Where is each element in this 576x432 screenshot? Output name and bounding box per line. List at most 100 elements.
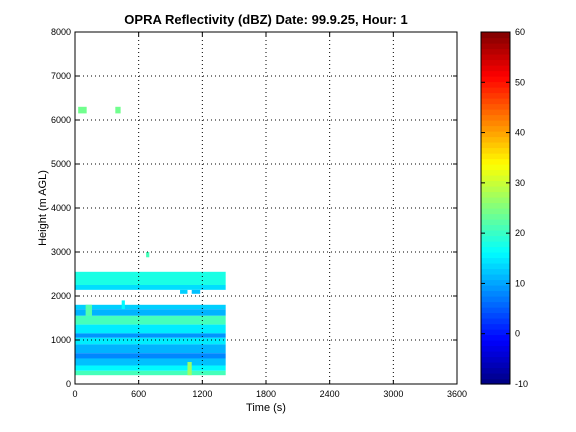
colorbar-segment: [481, 175, 510, 182]
colorbar-segment: [481, 252, 510, 259]
echo-cell-20: [187, 362, 192, 376]
echo-cell-11: [75, 333, 226, 338]
echo-cell-16: [75, 365, 226, 371]
colorbar-segment: [481, 202, 510, 209]
y-tick-label: 3000: [51, 247, 71, 257]
colorbar-segment: [481, 125, 510, 132]
colorbar-segment: [481, 373, 510, 380]
colorbar-segment: [481, 43, 510, 50]
colorbar-tick-label: 0: [515, 329, 520, 339]
colorbar-segment: [481, 98, 510, 105]
colorbar-segment: [481, 81, 510, 88]
colorbar-segment: [481, 197, 510, 204]
colorbar-segment: [481, 103, 510, 110]
colorbar-segment: [481, 307, 510, 314]
colorbar-segment: [481, 48, 510, 55]
y-tick-label: 5000: [51, 159, 71, 169]
colorbar-segment: [481, 230, 510, 237]
x-axis-label: Time (s): [246, 402, 286, 414]
colorbar-segment: [481, 329, 510, 336]
echo-cell-12: [75, 337, 226, 345]
colorbar-segment: [481, 219, 510, 226]
colorbar-segment: [481, 334, 510, 341]
colorbar-segment: [481, 87, 510, 94]
echo-cell-19: [121, 300, 125, 310]
y-tick-label: 2000: [51, 291, 71, 301]
colorbar-segment: [481, 186, 510, 193]
colorbar-tick-label: 50: [515, 77, 525, 87]
colorbar-segment: [481, 290, 510, 297]
colorbar-segment: [481, 268, 510, 275]
echo-cell-15: [75, 358, 226, 366]
colorbar-segment: [481, 263, 510, 270]
chart-title: OPRA Reflectivity (dBZ) Date: 99.9.25, H…: [124, 12, 407, 27]
plot-area: 0 600 1200 1800 2400 3000 3600 0 1000 2000 3000 40…: [51, 27, 467, 399]
colorbar-segment: [481, 257, 510, 264]
colorbar-segment: [481, 208, 510, 215]
colorbar-segment: [481, 37, 510, 44]
colorbar-segment: [481, 180, 510, 187]
x-tick-label: 1200: [192, 389, 212, 399]
colorbar-segment: [481, 296, 510, 303]
colorbar-tick-label: 10: [515, 278, 525, 288]
echo-cell-3: [75, 271, 226, 285]
colorbar-segment: [481, 274, 510, 281]
echo-cell-13: [75, 344, 226, 354]
x-tick-label: 0: [72, 389, 77, 399]
colorbar-segment: [481, 213, 510, 220]
colorbar-segment: [481, 323, 510, 330]
echo-cell-0: [78, 106, 87, 114]
x-tick-label: 3600: [447, 389, 467, 399]
colorbar-segment: [481, 153, 510, 160]
y-tick-label: 8000: [51, 27, 71, 37]
colorbar: -10 0 10 20 30 40 50 60: [480, 27, 528, 389]
echo-cell-18: [85, 304, 92, 316]
y-tick-label: 0: [66, 379, 71, 389]
echo-cell-10: [75, 324, 226, 334]
colorbar-tick-label: 20: [515, 228, 525, 238]
colorbar-segment: [481, 351, 510, 358]
colorbar-segment: [481, 32, 510, 39]
colorbar-segment: [481, 191, 510, 198]
echo-cell-17: [75, 370, 226, 376]
x-tick-label: 600: [131, 389, 146, 399]
colorbar-segment: [481, 246, 510, 253]
colorbar-segment: [481, 70, 510, 77]
x-tick-label: 3000: [383, 389, 403, 399]
colorbar-segment: [481, 109, 510, 116]
colorbar-segment: [481, 340, 510, 347]
colorbar-tick-label: 60: [515, 27, 525, 37]
colorbar-segment: [481, 169, 510, 176]
colorbar-segment: [481, 378, 510, 385]
echo-cell-2: [146, 252, 150, 258]
colorbar-tick-label: 30: [515, 178, 525, 188]
colorbar-segment: [481, 76, 510, 83]
y-tick-label: 4000: [51, 203, 71, 213]
colorbar-segment: [481, 59, 510, 66]
colorbar-segment: [481, 285, 510, 292]
colorbar-segment: [481, 114, 510, 121]
colorbar-segment: [481, 142, 510, 149]
colorbar-segment: [481, 65, 510, 72]
colorbar-tick-label: 40: [515, 128, 525, 138]
colorbar-segment: [481, 345, 510, 352]
colorbar-segment: [481, 367, 510, 374]
echo-cell-4: [75, 285, 226, 290]
colorbar-segment: [481, 224, 510, 231]
colorbar-segment: [481, 356, 510, 363]
colorbar-segment: [481, 362, 510, 369]
y-tick-label: 1000: [51, 335, 71, 345]
echo-cell-9: [75, 315, 226, 325]
colorbar-segment: [481, 301, 510, 308]
y-tick-label: 6000: [51, 115, 71, 125]
colorbar-segment: [481, 279, 510, 286]
colorbar-tick-label: -10: [515, 379, 528, 389]
y-axis-label: Height (m AGL): [37, 170, 49, 246]
colorbar-segment: [481, 54, 510, 61]
colorbar-segment: [481, 318, 510, 325]
colorbar-segment: [481, 164, 510, 171]
colorbar-segment: [481, 120, 510, 127]
colorbar-segment: [481, 136, 510, 143]
colorbar-segment: [481, 131, 510, 138]
